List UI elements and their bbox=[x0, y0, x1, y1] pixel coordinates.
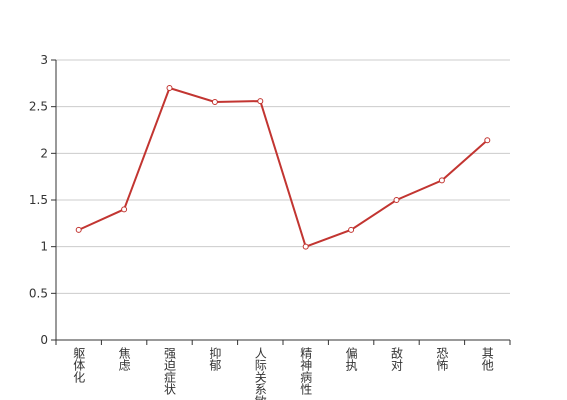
y-tick-label: 0 bbox=[40, 333, 48, 347]
y-tick-label: 1 bbox=[40, 240, 48, 254]
point bbox=[75, 226, 82, 233]
x-tick-label: 偏执 bbox=[344, 346, 358, 372]
x-tick-label: 其他 bbox=[480, 347, 494, 371]
point bbox=[211, 99, 218, 105]
y-tick-label: 2 bbox=[40, 146, 48, 160]
point bbox=[302, 243, 309, 250]
x-tick-label: 人际关系敏感 bbox=[253, 347, 267, 400]
x-tick-label: 敌对 bbox=[390, 346, 404, 371]
x-tick-label: 恐怖 bbox=[435, 347, 449, 371]
point bbox=[257, 98, 264, 105]
x-tick-label: 精神病性 bbox=[299, 347, 313, 396]
y-tick-label: 1.5 bbox=[29, 193, 48, 207]
point bbox=[348, 226, 355, 233]
x-tick-label: 强迫症状 bbox=[163, 347, 177, 395]
x-tick-label: 躯体化 bbox=[72, 346, 86, 384]
point bbox=[393, 197, 400, 203]
point bbox=[484, 137, 491, 144]
point bbox=[121, 206, 128, 213]
y-tick-label: 2.5 bbox=[29, 100, 48, 114]
x-tick-label: 抑郁 bbox=[208, 346, 222, 372]
y-tick-label: 0.5 bbox=[29, 286, 48, 300]
point bbox=[166, 85, 173, 91]
y-tick-label: 3 bbox=[40, 53, 48, 67]
line bbox=[78, 86, 488, 248]
point bbox=[438, 177, 445, 184]
x-tick-label: 焦虑 bbox=[117, 347, 131, 371]
